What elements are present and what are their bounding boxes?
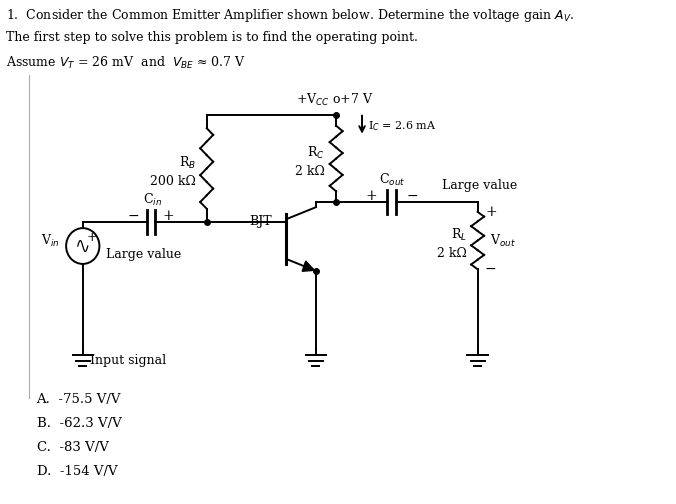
Text: C.  -83 V/V: C. -83 V/V [37, 441, 108, 454]
Text: Input signal: Input signal [90, 354, 166, 367]
Text: +: + [485, 205, 497, 219]
Text: −: − [406, 190, 418, 203]
Text: +: + [366, 190, 377, 203]
Text: R$_B$: R$_B$ [178, 154, 195, 170]
Text: −: − [485, 262, 497, 276]
Text: R$_L$: R$_L$ [451, 226, 466, 242]
Text: D.  -154 V/V: D. -154 V/V [37, 465, 117, 478]
Text: −: − [128, 209, 139, 223]
Polygon shape [302, 261, 314, 271]
Text: V$_{in}$: V$_{in}$ [41, 233, 59, 249]
Text: The first step to solve this problem is to find the operating point.: The first step to solve this problem is … [6, 31, 418, 44]
Text: BJT: BJT [249, 215, 272, 228]
Text: 2 kΩ: 2 kΩ [437, 247, 466, 260]
Text: C$_{out}$: C$_{out}$ [379, 172, 406, 188]
Text: +V$_{CC}$ o+7 V: +V$_{CC}$ o+7 V [295, 92, 373, 108]
Text: +: + [163, 209, 174, 223]
Text: R$_C$: R$_C$ [308, 145, 325, 161]
Text: Assume $V_T$ = 26 mV  and  $V_{BE}$ ≈ 0.7 V: Assume $V_T$ = 26 mV and $V_{BE}$ ≈ 0.7 … [6, 55, 246, 71]
Text: Large value: Large value [443, 179, 518, 193]
Text: +: + [87, 231, 97, 243]
Text: B.  -62.3 V/V: B. -62.3 V/V [37, 417, 121, 430]
Text: C$_{in}$: C$_{in}$ [143, 192, 162, 208]
Text: 200 kΩ: 200 kΩ [149, 175, 195, 188]
Text: 2 kΩ: 2 kΩ [295, 165, 325, 178]
Text: A.  -75.5 V/V: A. -75.5 V/V [37, 393, 121, 406]
Text: V$_{out}$: V$_{out}$ [489, 232, 516, 248]
Text: Large value: Large value [106, 248, 181, 261]
Text: 1.  Consider the Common Emitter Amplifier shown below. Determine the voltage gai: 1. Consider the Common Emitter Amplifier… [6, 8, 574, 24]
Text: I$_C$ = 2.6 mA: I$_C$ = 2.6 mA [368, 119, 437, 133]
